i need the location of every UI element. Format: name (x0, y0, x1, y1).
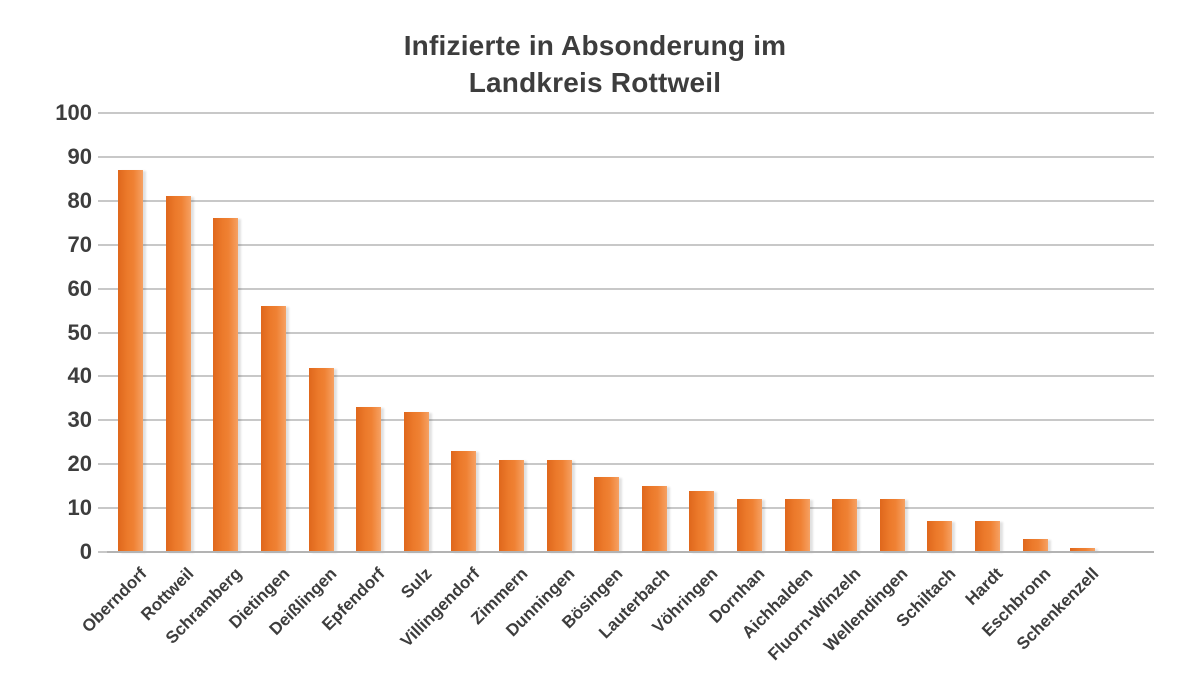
gridline (107, 287, 1154, 290)
bar (213, 218, 239, 552)
y-axis-tick-label: 60 (67, 275, 92, 301)
bar (736, 499, 762, 552)
y-axis-tick (98, 287, 107, 290)
bar (118, 170, 144, 552)
gridline (107, 507, 1154, 510)
y-axis-tick (98, 551, 107, 553)
bar (451, 451, 477, 552)
bar (974, 521, 1000, 552)
y-axis-tick-label: 90 (67, 143, 92, 169)
y-axis-tick-label: 50 (67, 319, 92, 345)
y-axis-tick-label: 100 (55, 100, 92, 125)
y-axis-tick-label: 0 (79, 539, 92, 564)
gridline (107, 155, 1154, 158)
y-axis-tick (98, 331, 107, 334)
gridline (107, 419, 1154, 422)
bar (689, 490, 715, 552)
chart-title-text: Infizierte in Absonderung im Landkreis R… (403, 30, 787, 98)
gridline (107, 243, 1154, 246)
chart-title: Infizierte in Absonderung im Landkreis R… (0, 27, 1190, 101)
y-axis-tick (98, 507, 107, 510)
y-axis-tick-label: 80 (67, 187, 92, 213)
gridline (107, 112, 1154, 114)
y-axis-tick-label: 40 (67, 363, 92, 389)
y-axis-tick-label: 30 (67, 407, 92, 433)
bar (641, 486, 667, 552)
gridline (107, 199, 1154, 202)
bar (594, 477, 620, 552)
bar (499, 459, 525, 552)
y-axis-tick (98, 243, 107, 246)
y-axis-tick (98, 419, 107, 422)
y-axis-tick (98, 155, 107, 158)
bar (403, 411, 429, 552)
bar (356, 407, 382, 552)
gridline (107, 331, 1154, 334)
y-axis-tick (98, 112, 107, 114)
y-axis-tick-label: 70 (67, 231, 92, 257)
bar (165, 196, 191, 552)
y-axis-tick-label: 20 (67, 451, 92, 477)
y-axis-tick-label: 10 (67, 495, 92, 521)
x-axis-line (107, 551, 1154, 553)
bar (1022, 538, 1048, 552)
y-axis-tick (98, 375, 107, 378)
bar (546, 459, 572, 552)
bar (1070, 547, 1096, 552)
bar (308, 367, 334, 552)
y-axis-tick (98, 199, 107, 202)
gridline (107, 375, 1154, 378)
gridline (107, 463, 1154, 466)
y-axis-tick (98, 463, 107, 466)
bar (879, 499, 905, 552)
bar (832, 499, 858, 552)
bar (927, 521, 953, 552)
bar (261, 306, 287, 552)
bar (784, 499, 810, 552)
